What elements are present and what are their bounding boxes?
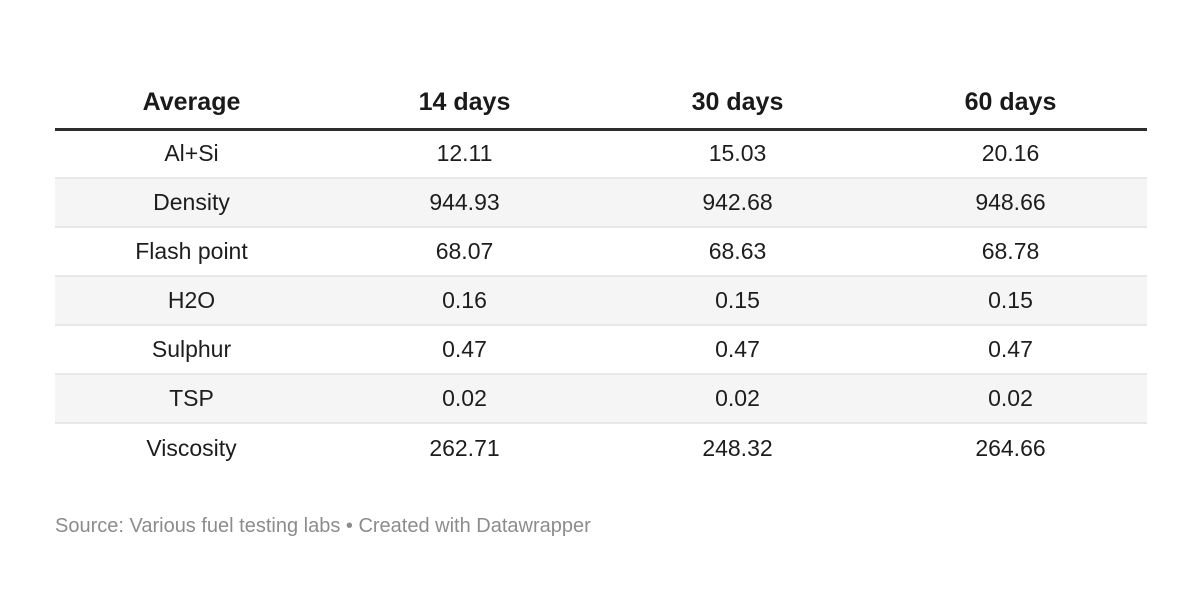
table-row: Viscosity 262.71 248.32 264.66 [55,422,1147,472]
table-row: Flash point 68.07 68.63 68.78 [55,226,1147,276]
table-row: TSP 0.02 0.02 0.02 [55,373,1147,423]
row-label: Density [55,177,328,227]
table-body: Al+Si 12.11 15.03 20.16 Density 944.93 942.68 9… [55,129,1147,472]
cell-value: 942.68 [601,177,874,227]
table-row: H2O 0.16 0.15 0.15 [55,275,1147,325]
column-header-60-days: 60 days [874,78,1147,131]
row-label: Viscosity [55,422,328,472]
source-attribution: Source: Various fuel testing labs • Crea… [55,514,591,538]
header-row: Average 14 days 30 days 60 days [55,78,1147,131]
cell-value: 12.11 [436,140,493,167]
cell-value: 0.15 [874,275,1147,325]
cell-value: 68.78 [874,226,1147,276]
row-label: Flash point [55,226,328,276]
column-header-30-days: 30 days [601,78,874,131]
cell-value: 68.07 [328,226,601,276]
cell-value: 262.71 [328,422,601,472]
cell-value: 0.02 [874,373,1147,423]
datawrapper-table-chart: Average 14 days 30 days 60 days Al+Si 12.… [55,78,1147,472]
cell-value: 264.66 [874,422,1147,472]
cell-value: 15.03 [708,140,767,167]
source-attribution-text: Source: Various fuel testing labs • Crea… [55,515,591,537]
column-header-14-days: 14 days [328,78,601,131]
cell-value: 944.93 [328,177,601,227]
cell-value: 248.32 [601,422,874,472]
cell-value: 20.16 [981,140,1040,167]
cell-value: 0.47 [601,324,874,374]
table-header: Average 14 days 30 days 60 days [55,78,1147,131]
row-label: H2O [55,275,328,325]
table-row: Density 944.93 942.68 948.66 [55,177,1147,227]
cell-value: 948.66 [874,177,1147,227]
cell-value: 0.02 [601,373,874,423]
row-label: TSP [55,373,328,423]
table-row: Sulphur 0.47 0.47 0.47 [55,324,1147,374]
data-table: Average 14 days 30 days 60 days Al+Si 12.… [55,78,1147,472]
cell-value: 0.15 [601,275,874,325]
cell-value: 0.47 [328,324,601,374]
table-row: Al+Si 12.11 15.03 20.16 [55,129,1147,178]
cell-value: 68.63 [601,226,874,276]
column-header-average: Average [55,78,328,131]
cell-value: 0.16 [328,275,601,325]
row-label: Sulphur [55,324,328,374]
row-label: Al+Si [164,140,219,167]
cell-value: 0.47 [874,324,1147,374]
cell-value: 0.02 [328,373,601,423]
